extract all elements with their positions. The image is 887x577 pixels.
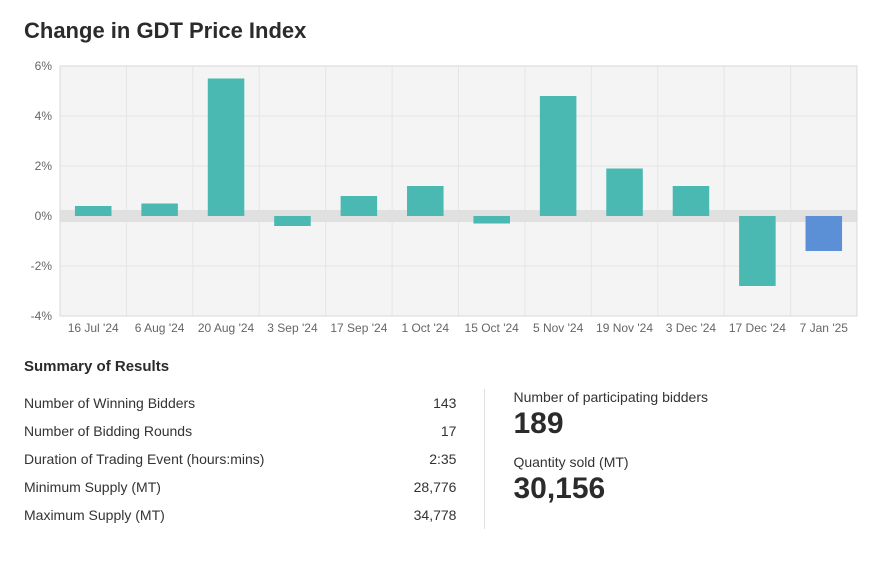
summary-grid: Number of Winning Bidders 143 Number of Bi… — [24, 389, 863, 529]
x-tick-label: 6 Aug '24 — [135, 321, 185, 335]
summary-row-value: 143 — [433, 395, 456, 411]
bar — [208, 79, 245, 217]
y-tick-label: -2% — [31, 259, 53, 273]
summary-row-label: Maximum Supply (MT) — [24, 507, 165, 523]
price-index-chart: -4% -2% 0% 2% 4% 6% 16 Jul '24 6 Aug '24 20 Aug … — [24, 60, 863, 340]
chart-svg: -4% -2% 0% 2% 4% 6% 16 Jul '24 6 Aug '24 20 Aug … — [24, 60, 863, 340]
summary-row-label: Minimum Supply (MT) — [24, 479, 161, 495]
bar — [806, 216, 843, 251]
summary-row-value: 34,778 — [414, 507, 457, 523]
summary-left: Number of Winning Bidders 143 Number of Bi… — [24, 389, 485, 529]
y-tick-label: 2% — [35, 159, 53, 173]
highlight-label: Quantity sold (MT) — [513, 454, 863, 470]
summary-row-label: Duration of Trading Event (hours:mins) — [24, 451, 264, 467]
y-tick-label: 6% — [35, 60, 53, 73]
bar — [141, 204, 178, 217]
x-tick-label: 7 Jan '25 — [800, 321, 849, 335]
summary-row: Number of Winning Bidders 143 — [24, 389, 456, 417]
highlight-label: Number of participating bidders — [513, 389, 863, 405]
bar — [274, 216, 311, 226]
y-tick-label: 0% — [35, 209, 53, 223]
x-tick-label: 15 Oct '24 — [465, 321, 520, 335]
summary-row-label: Number of Bidding Rounds — [24, 423, 192, 439]
x-tick-label: 3 Sep '24 — [267, 321, 318, 335]
page-title: Change in GDT Price Index — [24, 18, 863, 44]
bar — [75, 206, 112, 216]
bar — [540, 96, 577, 216]
highlight-value: 30,156 — [513, 472, 863, 505]
x-tick-label: 16 Jul '24 — [68, 321, 119, 335]
x-tick-label: 3 Dec '24 — [666, 321, 717, 335]
summary-row-label: Number of Winning Bidders — [24, 395, 195, 411]
bar — [473, 216, 510, 224]
summary-row: Duration of Trading Event (hours:mins) 2:… — [24, 445, 456, 473]
x-tick-label: 5 Nov '24 — [533, 321, 584, 335]
bar — [739, 216, 776, 286]
x-tick-label: 19 Nov '24 — [596, 321, 653, 335]
summary-row-value: 2:35 — [429, 451, 456, 467]
summary-row-value: 28,776 — [414, 479, 457, 495]
y-tick-label: 4% — [35, 109, 53, 123]
x-tick-label: 20 Aug '24 — [198, 321, 255, 335]
summary-right: Number of participating bidders 189 Quanti… — [485, 389, 863, 519]
summary-row: Minimum Supply (MT) 28,776 — [24, 473, 456, 501]
highlight-value: 189 — [513, 407, 863, 440]
x-tick-label: 17 Dec '24 — [729, 321, 786, 335]
summary-row-value: 17 — [441, 423, 457, 439]
y-tick-label: -4% — [31, 309, 53, 323]
bar — [606, 169, 643, 217]
summary-title: Summary of Results — [24, 358, 863, 375]
x-tick-label: 17 Sep '24 — [330, 321, 387, 335]
x-tick-label: 1 Oct '24 — [401, 321, 449, 335]
bar — [341, 196, 378, 216]
bar — [407, 186, 444, 216]
bar — [673, 186, 710, 216]
summary-row: Number of Bidding Rounds 17 — [24, 417, 456, 445]
summary-row: Maximum Supply (MT) 34,778 — [24, 501, 456, 529]
